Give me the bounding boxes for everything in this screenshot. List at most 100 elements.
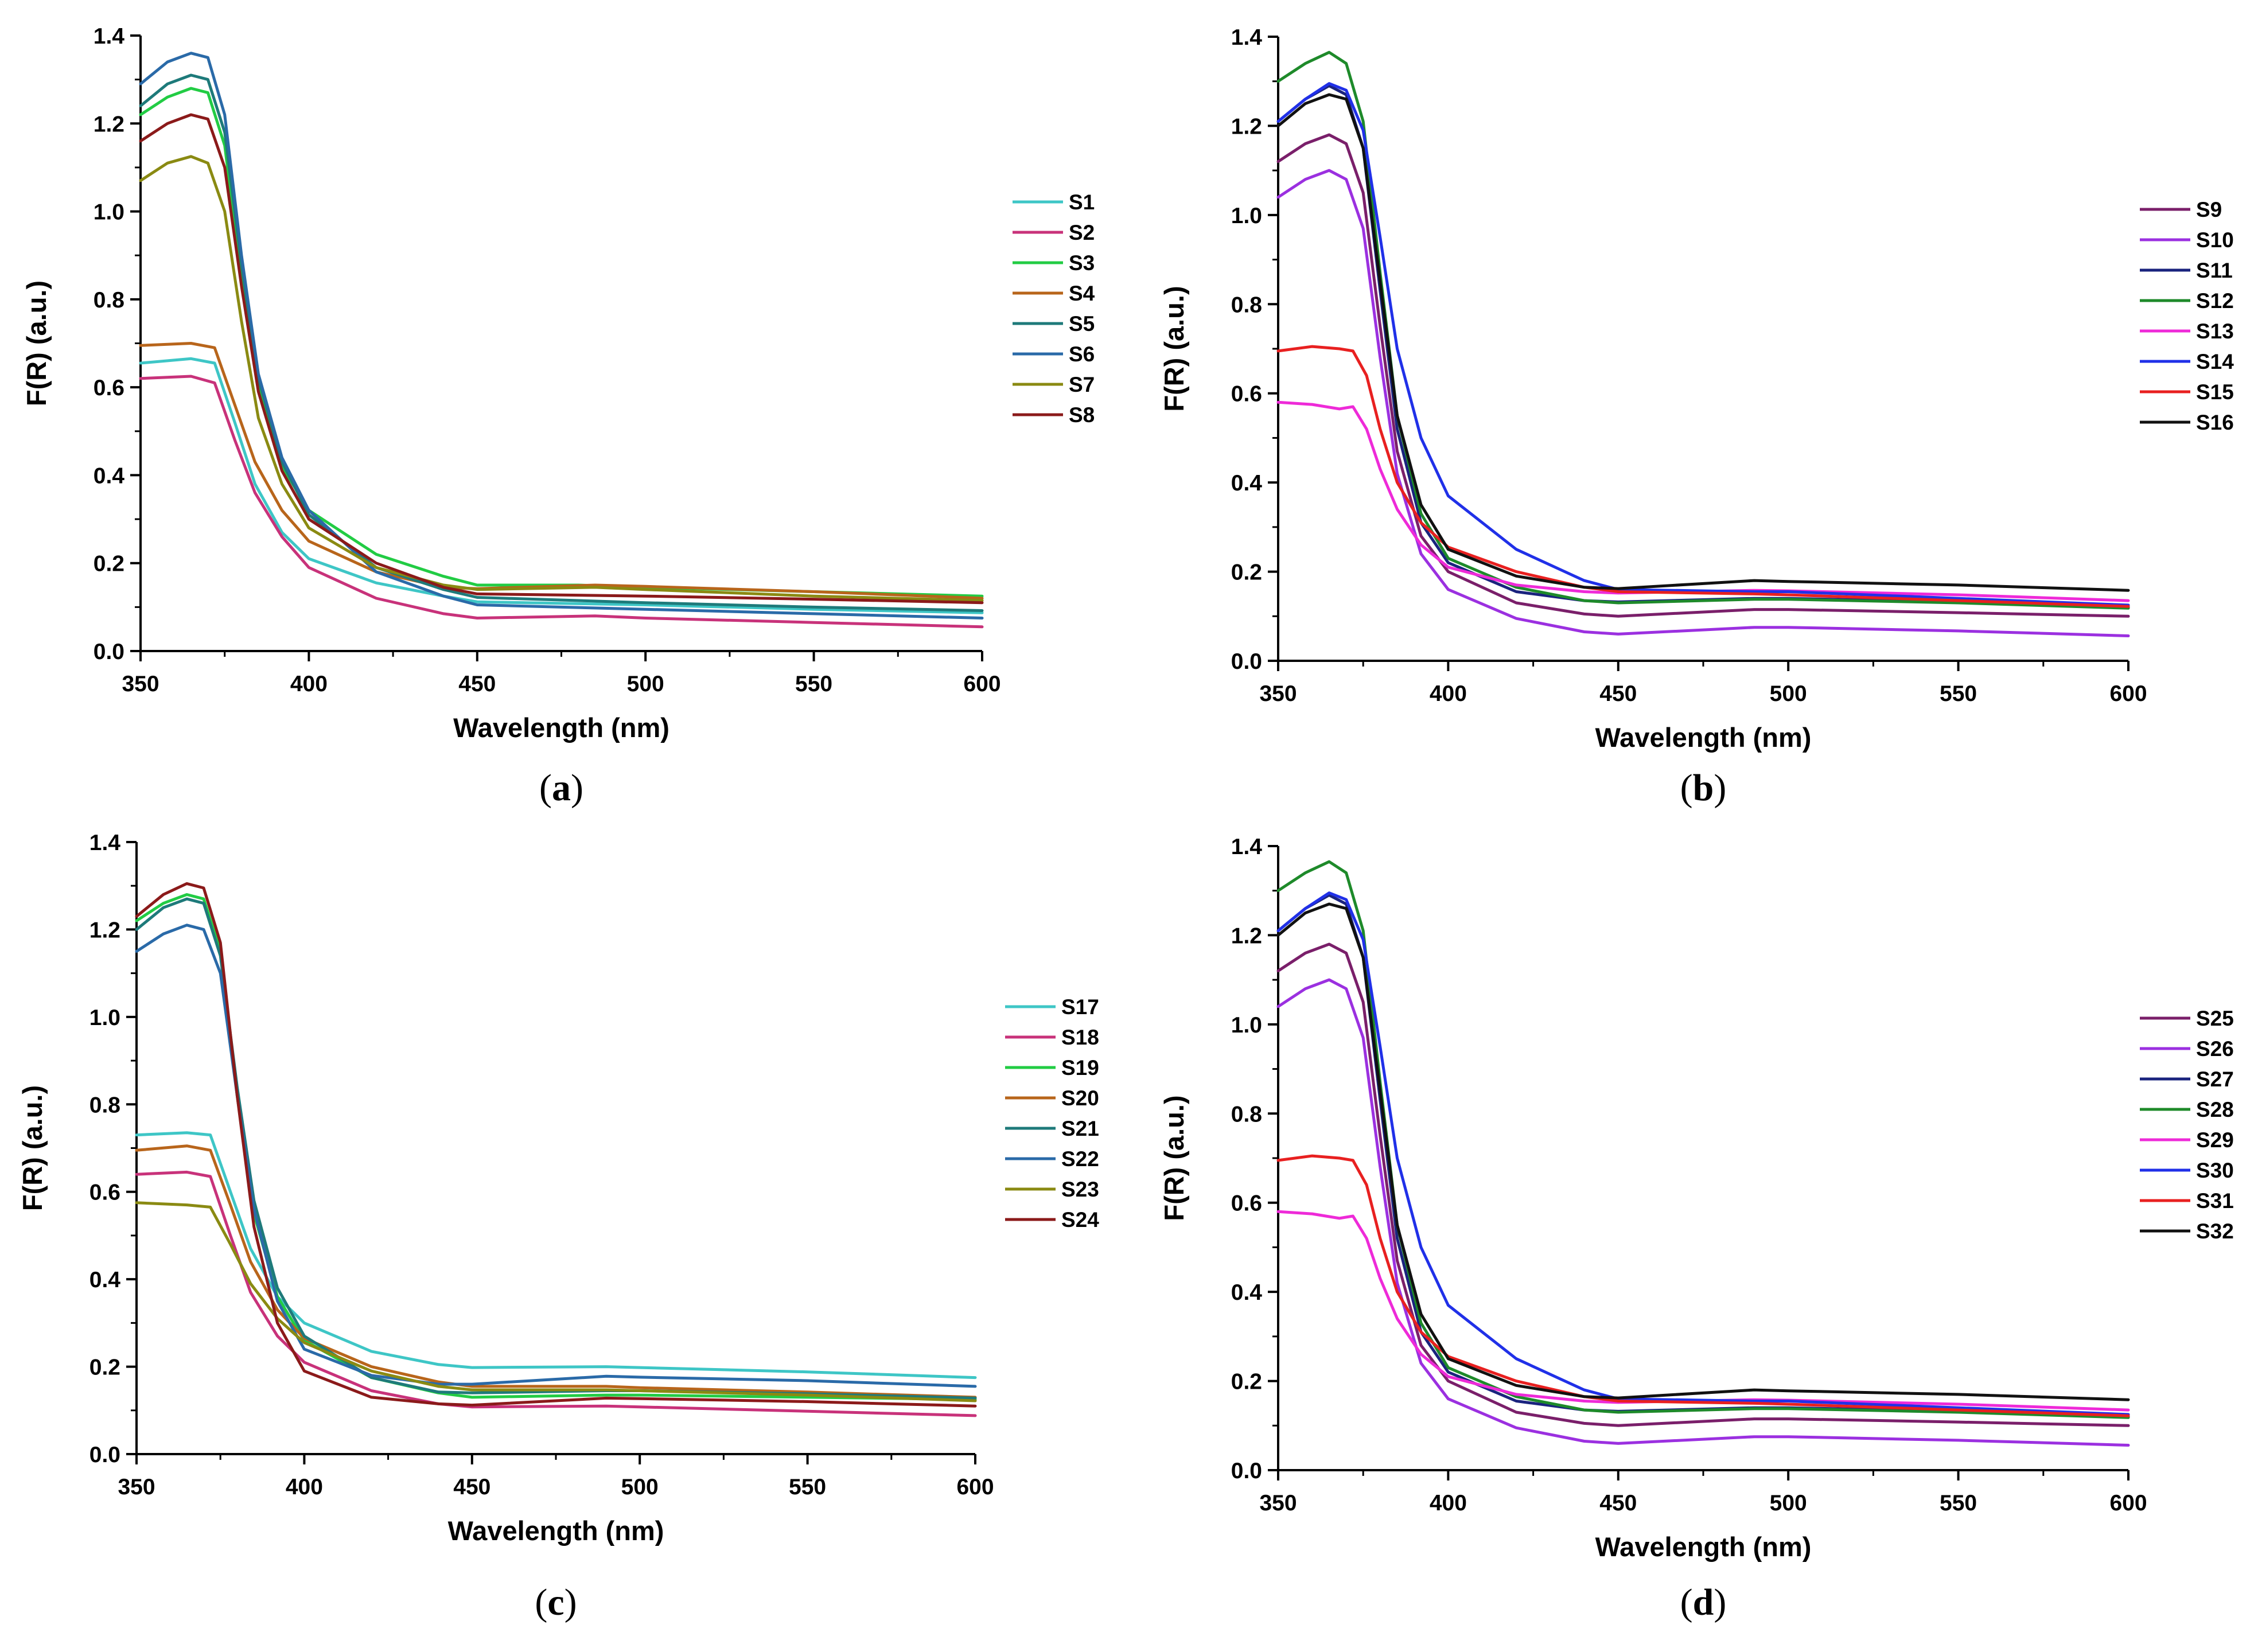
chart-b-y-tick-label: 1.0 — [1231, 204, 1262, 228]
legend-label-s8: S8 — [1069, 403, 1095, 427]
chart-a-y-tick-label: 1.4 — [94, 24, 125, 49]
series-line-s2 — [139, 375, 984, 629]
chart-d-y-tick-label: 0.6 — [1231, 1191, 1262, 1216]
chart-a-x-tick-label: 600 — [963, 672, 1000, 696]
series-line-s26 — [1276, 978, 2130, 1447]
series-line-s18 — [135, 1170, 977, 1417]
chart-d-y-tick-label: 0.8 — [1231, 1102, 1262, 1127]
series-line-s25 — [1276, 942, 2130, 1427]
chart-c-x-tick-label: 450 — [453, 1475, 490, 1499]
legend-label-s25: S25 — [2196, 1007, 2234, 1030]
chart-a-x-tick-label: 400 — [290, 672, 328, 696]
chart-c-x-axis-title: Wavelength (nm) — [448, 1515, 664, 1546]
chart-c-y-tick-label: 1.4 — [89, 831, 121, 855]
chart-a-x-tick-label: 350 — [122, 672, 159, 696]
chart-a-x-tick-label: 550 — [795, 672, 832, 696]
chart-c-x-tick-label: 500 — [621, 1475, 659, 1499]
chart-c-y-tick-label: 0.6 — [89, 1180, 120, 1205]
chart-a-y-tick-label: 1.2 — [94, 112, 124, 137]
legend-label-s29: S29 — [2196, 1128, 2234, 1152]
chart-a-y-tick-label: 1.0 — [94, 200, 124, 225]
series-line-s15 — [1276, 345, 2130, 608]
legend-label-s32: S32 — [2196, 1219, 2234, 1243]
chart-b-y-tick-label: 1.4 — [1231, 25, 1263, 50]
chart-c-y-tick-label: 0.4 — [89, 1268, 121, 1292]
chart-a-y-tick-label: 0.6 — [94, 376, 124, 400]
legend-label-s9: S9 — [2196, 198, 2222, 221]
legend-label-s18: S18 — [1061, 1026, 1099, 1049]
series-line-s22 — [135, 924, 977, 1388]
chart-c-legend: S17 S18 S19 S20 S21 S22 S23 S24 — [1005, 995, 1099, 1232]
chart-c-y-tick-label: 1.0 — [89, 1006, 120, 1030]
chart-d-y-tick-label: 1.4 — [1231, 835, 1263, 859]
legend-label-s12: S12 — [2196, 289, 2234, 313]
chart-a-panel-label: (a) — [539, 767, 583, 809]
chart-b-x-tick-label: 550 — [1940, 681, 1977, 706]
chart-c-y-tick-label: 0.8 — [89, 1093, 120, 1117]
series-line-s4 — [139, 342, 984, 600]
chart-a-y-tick-label: 0.2 — [94, 552, 124, 576]
legend-label-s15: S15 — [2196, 380, 2234, 404]
chart-b-y-tick-label: 0.2 — [1231, 560, 1262, 585]
chart-a-x-tick-label: 500 — [627, 672, 664, 696]
chart-c-y-axis-title: F(R) (a.u.) — [17, 1085, 48, 1211]
chart-c-x-tick-label: 350 — [118, 1475, 155, 1499]
chart-b-y-tick-label: 0.4 — [1231, 471, 1263, 496]
series-line-s7 — [139, 155, 984, 602]
chart-c-y-tick-label: 0.2 — [89, 1355, 120, 1380]
legend-label-s22: S22 — [1061, 1147, 1099, 1171]
chart-d-x-tick-label: 450 — [1599, 1491, 1637, 1515]
chart-a-y-axis-title: F(R) (a.u.) — [21, 280, 52, 406]
chart-c-x-tick-label: 550 — [789, 1475, 826, 1499]
series-line-s9 — [1276, 133, 2130, 618]
series-line-s30 — [1276, 891, 2130, 1416]
chart-b-panel-label: (b) — [1680, 767, 1727, 809]
chart-d-y-tick-label: 0.0 — [1231, 1459, 1262, 1483]
chart-c-x-tick-label: 400 — [286, 1475, 323, 1499]
chart-a-x-tick-label: 450 — [458, 672, 496, 696]
series-line-s6 — [139, 52, 984, 620]
chart-d-y-tick-label: 1.0 — [1231, 1013, 1262, 1038]
series-line-s28 — [1276, 860, 2130, 1419]
series-line-s27 — [1276, 894, 2130, 1419]
chart-b-y-tick-label: 0.0 — [1231, 649, 1262, 674]
chart-a-x-axis-title: Wavelength (nm) — [453, 712, 669, 743]
chart-b-x-tick-label: 600 — [2109, 681, 2147, 706]
legend-label-s30: S30 — [2196, 1159, 2234, 1182]
series-line-s20 — [135, 1144, 977, 1399]
chart-d-x-tick-label: 550 — [1940, 1491, 1977, 1515]
legend-label-s13: S13 — [2196, 320, 2234, 343]
chart-a-y-tick-label: 0.0 — [94, 640, 124, 664]
legend-label-s28: S28 — [2196, 1098, 2234, 1121]
legend-label-s11: S11 — [2196, 259, 2233, 282]
legend-label-s3: S3 — [1069, 251, 1095, 275]
legend-label-s27: S27 — [2196, 1067, 2234, 1091]
series-line-s10 — [1276, 169, 2130, 637]
chart-c-y-tick-label: 0.0 — [89, 1443, 120, 1467]
series-line-s24 — [135, 882, 977, 1408]
series-line-s16 — [1276, 93, 2130, 592]
series-line-s32 — [1276, 902, 2130, 1401]
chart-d: 350 400 450 500 550 600 0.0 0.2 0.4 0.6 0.8 1.0 1.2 1… — [1159, 835, 2234, 1623]
series-line-s31 — [1276, 1154, 2130, 1417]
legend-label-s21: S21 — [1061, 1117, 1099, 1140]
chart-a-legend: S1 S2 S3 S4 S5 S6 S7 S8 — [1013, 190, 1095, 427]
series-line-s5 — [139, 73, 984, 612]
series-line-s19 — [135, 893, 977, 1401]
legend-label-s23: S23 — [1061, 1178, 1099, 1201]
series-line-s12 — [1276, 50, 2130, 610]
chart-d-x-tick-label: 350 — [1259, 1491, 1297, 1515]
chart-c: 350 400 450 500 550 600 0.0 0.2 0.4 0.6 0.8 1.0 1.2 1… — [17, 831, 1099, 1623]
legend-label-s2: S2 — [1069, 221, 1095, 244]
legend-label-s14: S14 — [2196, 350, 2234, 373]
chart-b-x-tick-label: 450 — [1599, 681, 1637, 706]
series-line-s17 — [135, 1131, 977, 1380]
series-line-s8 — [139, 113, 984, 605]
chart-c-y-tick-label: 1.2 — [89, 918, 120, 942]
chart-b-y-tick-label: 0.8 — [1231, 293, 1262, 317]
chart-a-y-tick-label: 0.4 — [94, 463, 125, 488]
legend-label-s24: S24 — [1061, 1208, 1099, 1232]
legend-label-s4: S4 — [1069, 282, 1095, 305]
chart-b-y-tick-label: 1.2 — [1231, 114, 1262, 139]
